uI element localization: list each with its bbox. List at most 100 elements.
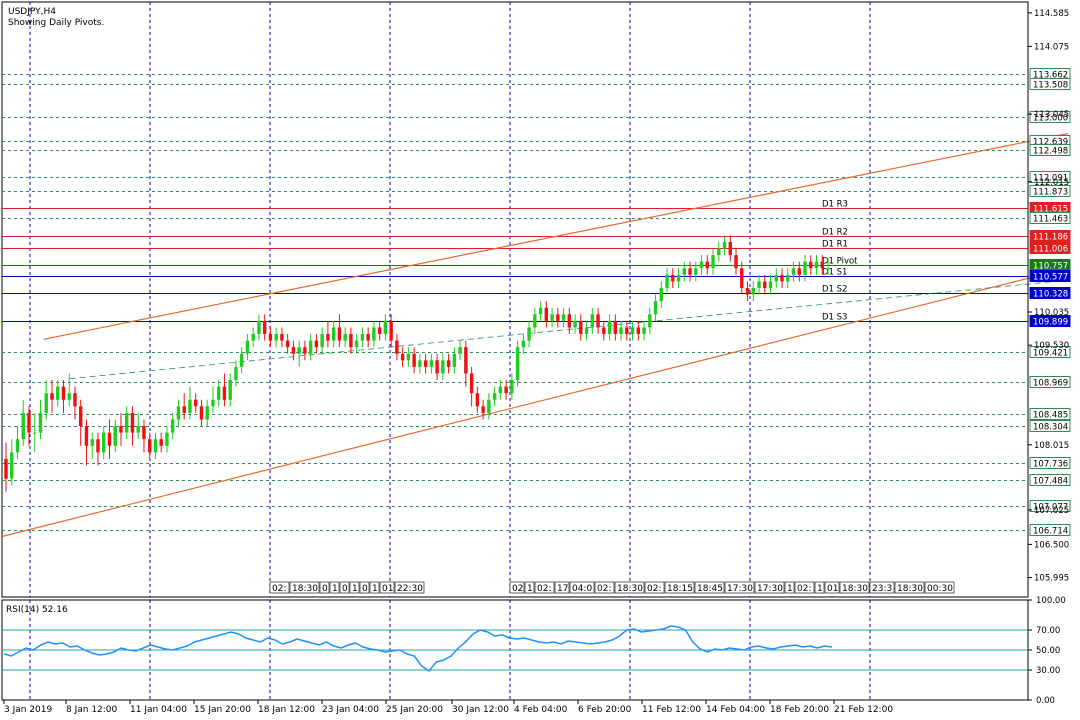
- candle-up: [694, 268, 698, 275]
- pivot-level-label: D1 R3: [822, 200, 848, 210]
- time-tag-box: [694, 581, 725, 594]
- candle-down: [61, 386, 66, 400]
- candle-down: [73, 393, 77, 407]
- time-tag-box: [724, 581, 755, 594]
- price-tag-label: 109.899: [1033, 318, 1068, 328]
- candle-up: [573, 320, 577, 328]
- candle-up: [360, 334, 365, 341]
- price-tick-label: 106.500: [1034, 540, 1069, 550]
- time-tag-box: [824, 581, 840, 594]
- candle-up: [510, 380, 514, 394]
- price-tick-label: 114.585: [1034, 9, 1069, 19]
- price-tag-box: [1029, 78, 1071, 90]
- candle-up: [803, 261, 807, 275]
- candle-up: [15, 439, 20, 453]
- time-axis-label: 21 Feb 12:00: [834, 705, 893, 715]
- time-tag-label: 0: [342, 584, 348, 594]
- time-tag-label: 22:30: [397, 584, 423, 594]
- price-panel-frame: [1, 1, 1029, 598]
- time-tag-box: [339, 581, 350, 594]
- candle-down: [337, 327, 342, 341]
- rsi-tick-label: 0.00: [1036, 696, 1055, 706]
- price-tag-label: 113.662: [1033, 71, 1068, 81]
- candle-up: [717, 248, 721, 256]
- candle-up: [216, 386, 221, 400]
- trend-mid-channel: [69, 279, 1069, 380]
- pivot-level-label: D1 R1: [822, 240, 848, 250]
- candle-up: [228, 380, 232, 400]
- time-axis-label: 8 Jan 12:00: [66, 705, 118, 715]
- candle-down: [142, 426, 146, 440]
- candle-up: [33, 432, 37, 434]
- price-tick-label: 110.035: [1034, 308, 1069, 318]
- price-tag-label: 110.328: [1033, 290, 1068, 300]
- time-tag-box: [394, 581, 425, 594]
- time-tag-label: 1: [787, 584, 793, 594]
- candle-up: [550, 314, 554, 321]
- candle-up: [711, 255, 715, 269]
- time-tag-label: 18:30: [617, 584, 643, 594]
- candle-up: [757, 281, 761, 288]
- time-tag-label: 23:3: [872, 584, 892, 594]
- candle-down: [481, 406, 485, 413]
- pivot-level-label: D1 Pivot: [822, 257, 858, 267]
- candle-up: [406, 353, 411, 361]
- candle-up: [452, 353, 457, 367]
- time-axis-label: 18 Jan 12:00: [258, 705, 315, 715]
- time-tag-label: 18:30: [292, 584, 318, 594]
- price-tag-box: [1029, 185, 1071, 197]
- candle-down: [268, 334, 273, 341]
- price-tag-label: 111.186: [1033, 233, 1068, 243]
- candle-down: [182, 406, 186, 413]
- candle-down: [389, 320, 393, 341]
- time-tag-box: [554, 581, 570, 594]
- candle-down: [613, 320, 618, 335]
- candle-down: [745, 287, 750, 295]
- candle-up: [383, 320, 388, 335]
- candle-up: [682, 268, 687, 275]
- time-tag-label: 1: [527, 584, 533, 594]
- pivot-level-label: D1 S1: [822, 268, 847, 278]
- time-tag-box: [509, 581, 525, 594]
- time-tag-label: 02: [512, 584, 523, 594]
- candle-up: [44, 393, 48, 413]
- time-tag-box: [569, 581, 595, 594]
- candle-down: [395, 340, 399, 354]
- price-tag-label: 107.484: [1033, 477, 1068, 487]
- price-tag-box: [1029, 376, 1071, 388]
- candle-down: [159, 439, 163, 446]
- pivot-level-label: D1 S2: [822, 285, 847, 295]
- price-tag-label: 110.757: [1033, 262, 1068, 272]
- candle-down: [797, 268, 801, 275]
- price-tag-label: 111.615: [1033, 205, 1068, 215]
- candle-up: [533, 314, 537, 328]
- candle-down: [84, 426, 89, 446]
- time-tag-box: [814, 581, 825, 594]
- candle-down: [602, 327, 606, 335]
- candle-up: [308, 340, 313, 354]
- price-tag-box: [1029, 346, 1071, 358]
- candle-up: [274, 334, 278, 341]
- candle-down: [504, 386, 508, 394]
- candle-up: [176, 406, 181, 420]
- candle-down: [107, 432, 112, 446]
- pivot-level-label: D1 S3: [822, 313, 847, 323]
- candle-up: [136, 426, 140, 433]
- candle-down: [222, 386, 227, 400]
- time-tag-box: [289, 581, 320, 594]
- time-axis-label: 18 Feb 20:00: [770, 705, 829, 715]
- price-tag-label: 109.421: [1033, 349, 1068, 359]
- price-tag-box: [1029, 474, 1071, 486]
- price-tag-label: 106.714: [1033, 527, 1068, 537]
- time-tag-box: [894, 581, 925, 594]
- candle-up: [561, 314, 566, 321]
- candle-down: [412, 353, 416, 367]
- time-tag-label: 04:0: [572, 584, 592, 594]
- time-tag-box: [754, 581, 785, 594]
- candle-up: [498, 386, 503, 394]
- price-tag-label: 113.000: [1033, 114, 1068, 124]
- candle-up: [90, 439, 94, 446]
- candle-up: [786, 274, 790, 282]
- candle-down: [728, 241, 732, 256]
- price-tag-box: [1029, 171, 1071, 183]
